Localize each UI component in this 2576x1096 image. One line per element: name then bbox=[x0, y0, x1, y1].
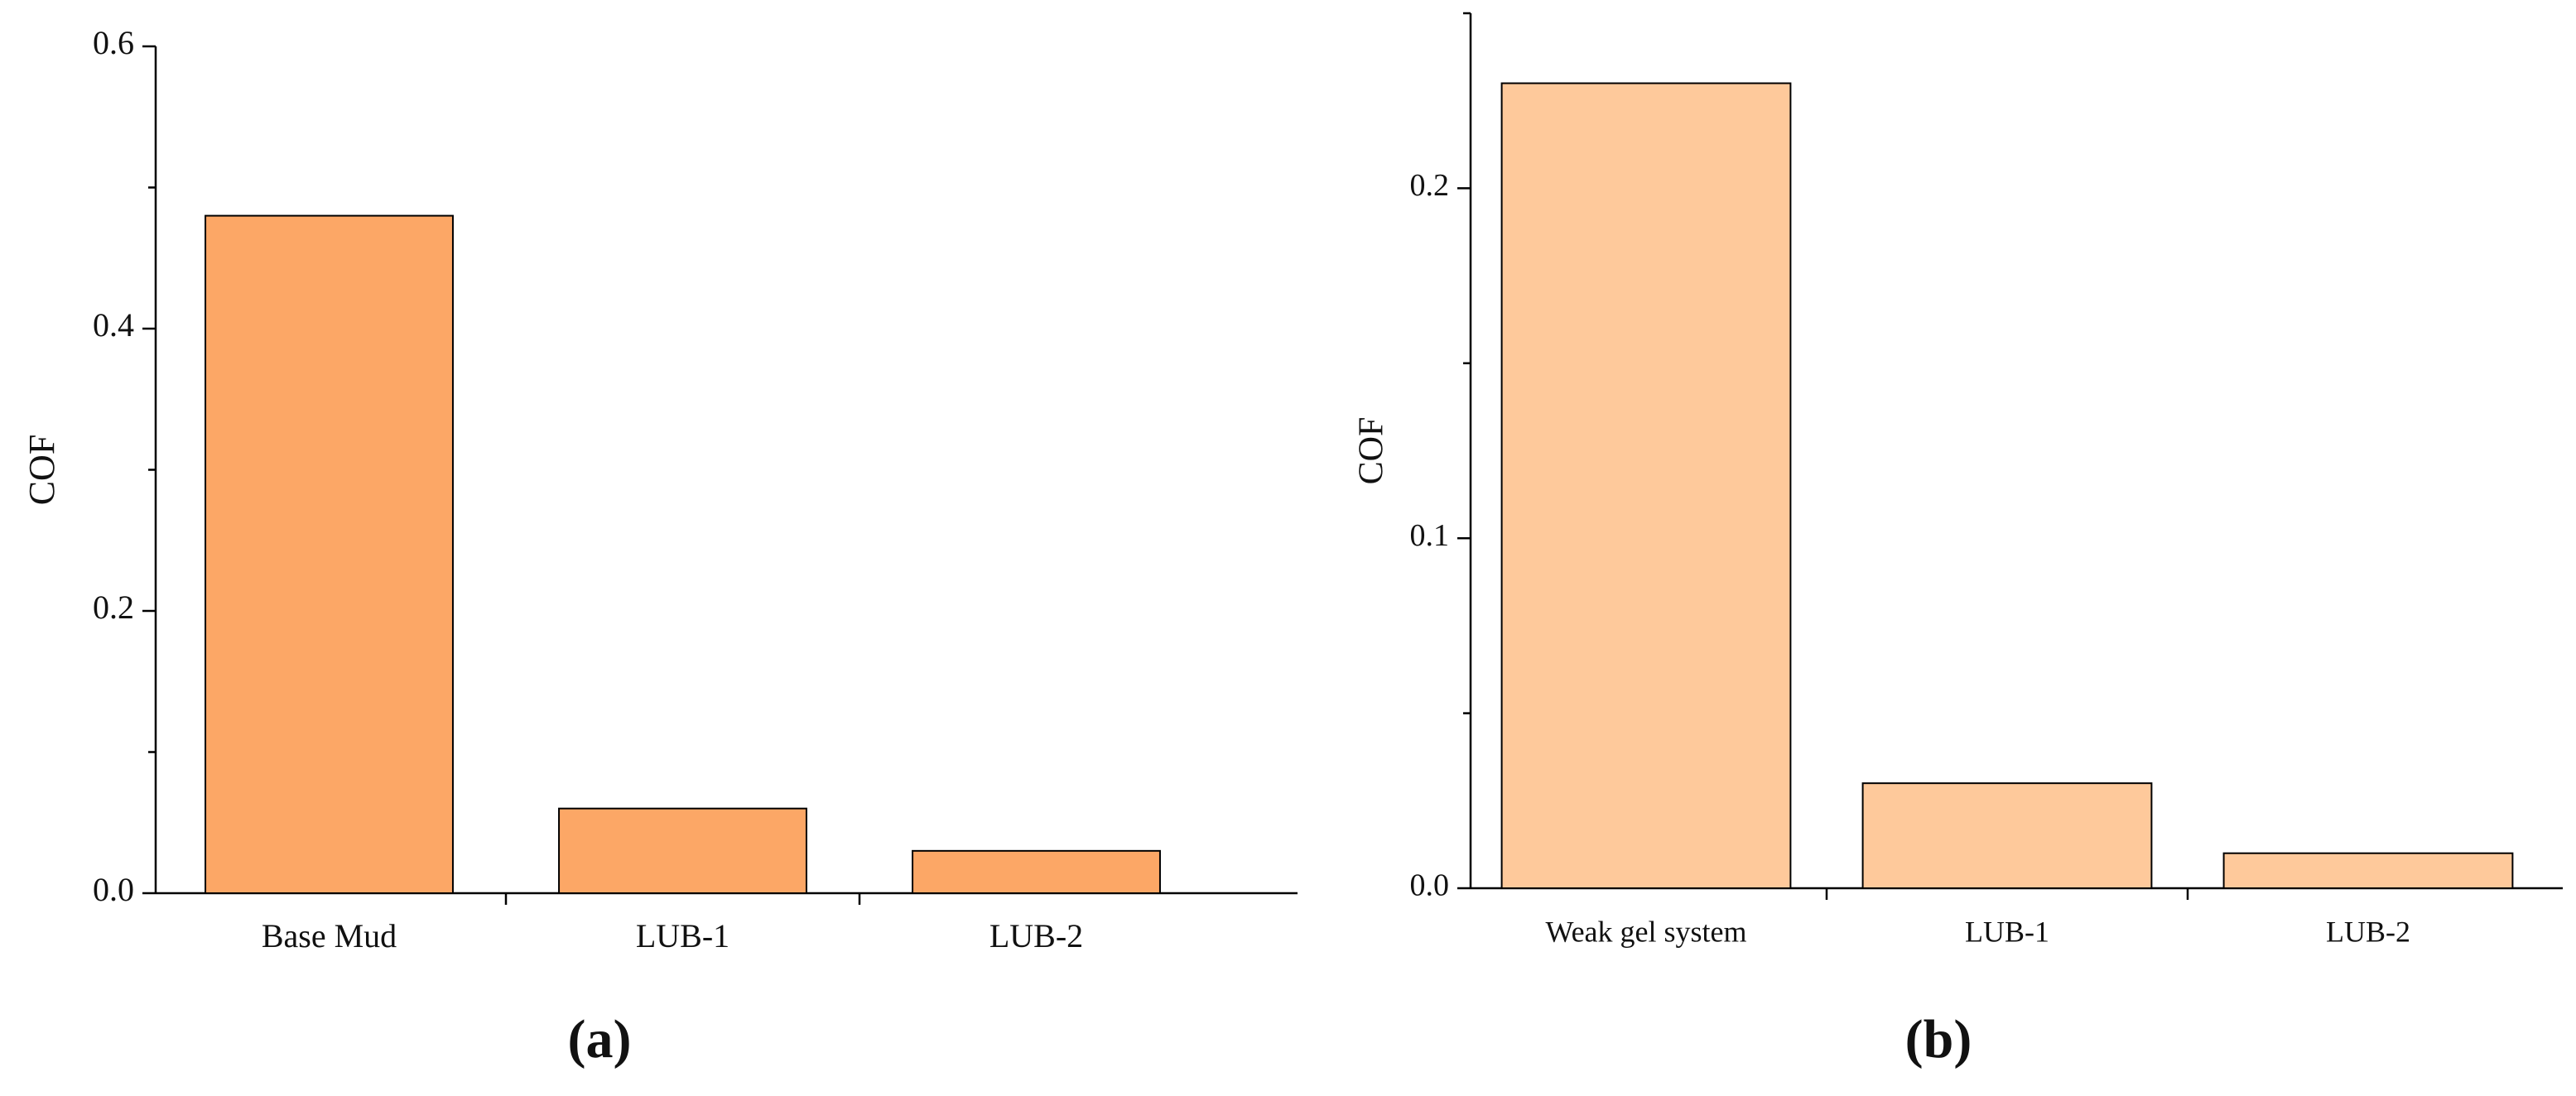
bar bbox=[1861, 782, 2153, 889]
panel-label: (b) bbox=[1905, 1009, 1972, 1070]
y-tick-label: 0.1 bbox=[1410, 518, 1450, 553]
x-tick-label: LUB-1 bbox=[1965, 915, 2049, 948]
bar bbox=[2222, 852, 2514, 889]
x-tick-label: Base Mud bbox=[262, 917, 397, 954]
y-tick-label: 0.4 bbox=[93, 306, 134, 344]
x-tick-label: Weak gel system bbox=[1545, 915, 1746, 948]
x-tick-label: LUB-2 bbox=[989, 917, 1083, 954]
panel-label: (a) bbox=[568, 1009, 632, 1070]
y-axis-label: COF bbox=[1353, 417, 1391, 485]
x-tick-label: LUB-2 bbox=[2326, 915, 2410, 948]
y-axis-label: COF bbox=[22, 435, 62, 506]
bar bbox=[912, 849, 1161, 894]
bar bbox=[1500, 82, 1792, 889]
bar bbox=[205, 214, 454, 895]
y-tick-label: 0.0 bbox=[93, 871, 134, 908]
x-tick-label: LUB-1 bbox=[636, 917, 729, 954]
y-tick-label: 0.0 bbox=[1410, 868, 1450, 903]
y-tick-label: 0.2 bbox=[1410, 168, 1450, 203]
bar bbox=[558, 807, 807, 895]
y-tick-label: 0.2 bbox=[93, 589, 134, 626]
y-tick-label: 0.6 bbox=[93, 24, 134, 61]
